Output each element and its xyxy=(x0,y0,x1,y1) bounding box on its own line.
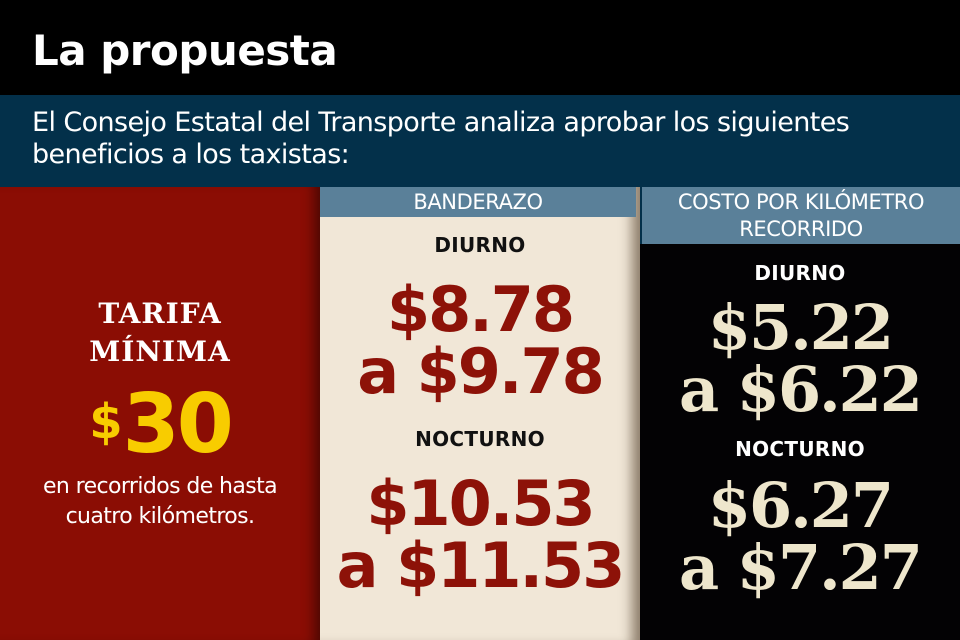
price-from: $5.22 xyxy=(707,291,894,364)
price-from: $8.78 xyxy=(386,273,575,346)
tarifa-minima-amount: $30 xyxy=(0,377,320,472)
tarifa-minima-panel: TARIFA MÍNIMA $30 en recorridos de hasta… xyxy=(0,187,320,640)
banderazo-panel: BANDERAZO DIURNO $8.78 a $9.78 NOCTURNO … xyxy=(320,187,640,640)
diurno-label: DIURNO xyxy=(754,261,846,285)
page-subtitle: El Consejo Estatal del Transporte analiz… xyxy=(32,107,850,170)
banderazo-diurno-prices: $8.78 a $9.78 xyxy=(320,279,640,403)
costo-km-nocturno-prices: $6.27 a $7.27 xyxy=(640,475,960,599)
price-to: a $11.53 xyxy=(336,529,626,602)
banderazo-nocturno: NOCTURNO xyxy=(320,427,640,451)
banderazo-nocturno-prices: $10.53 a $11.53 xyxy=(320,473,640,597)
costo-km-diurno: DIURNO xyxy=(640,261,960,285)
price-to: a $6.22 xyxy=(679,353,923,426)
costo-km-nocturno: NOCTURNO xyxy=(640,437,960,461)
price-from: $10.53 xyxy=(366,467,595,540)
price-from: $6.27 xyxy=(707,469,894,542)
subtitle-bar: El Consejo Estatal del Transporte analiz… xyxy=(0,95,960,187)
amount-value: 30 xyxy=(122,377,234,472)
tarifa-label-line1: TARIFA xyxy=(98,297,222,330)
title-bar: La propuesta xyxy=(0,0,960,94)
banderazo-header: BANDERAZO xyxy=(320,187,636,217)
note-line1: en recorridos de hasta xyxy=(42,474,278,499)
tarifa-minima-label: TARIFA MÍNIMA xyxy=(0,295,320,371)
diurno-label: DIURNO xyxy=(434,233,526,257)
banderazo-diurno: DIURNO xyxy=(320,233,640,257)
header-line2: RECORRIDO xyxy=(739,217,863,241)
costo-km-diurno-prices: $5.22 a $6.22 xyxy=(640,297,960,421)
tarifa-minima-note: en recorridos de hasta cuatro kilómetros… xyxy=(0,472,320,532)
nocturno-label: NOCTURNO xyxy=(735,437,865,461)
header-line1: COSTO POR KILÓMETRO xyxy=(677,190,925,214)
costo-km-header: COSTO POR KILÓMETRO RECORRIDO xyxy=(640,187,960,244)
tarifa-label-line2: MÍNIMA xyxy=(89,335,231,368)
costo-km-panel: COSTO POR KILÓMETRO RECORRIDO DIURNO $5.… xyxy=(640,187,960,640)
nocturno-label: NOCTURNO xyxy=(415,427,545,451)
page-title: La propuesta xyxy=(32,26,338,75)
currency-symbol: $ xyxy=(89,394,123,450)
price-to: a $9.78 xyxy=(357,335,605,408)
price-to: a $7.27 xyxy=(679,531,923,604)
note-line2: cuatro kilómetros. xyxy=(65,504,255,529)
